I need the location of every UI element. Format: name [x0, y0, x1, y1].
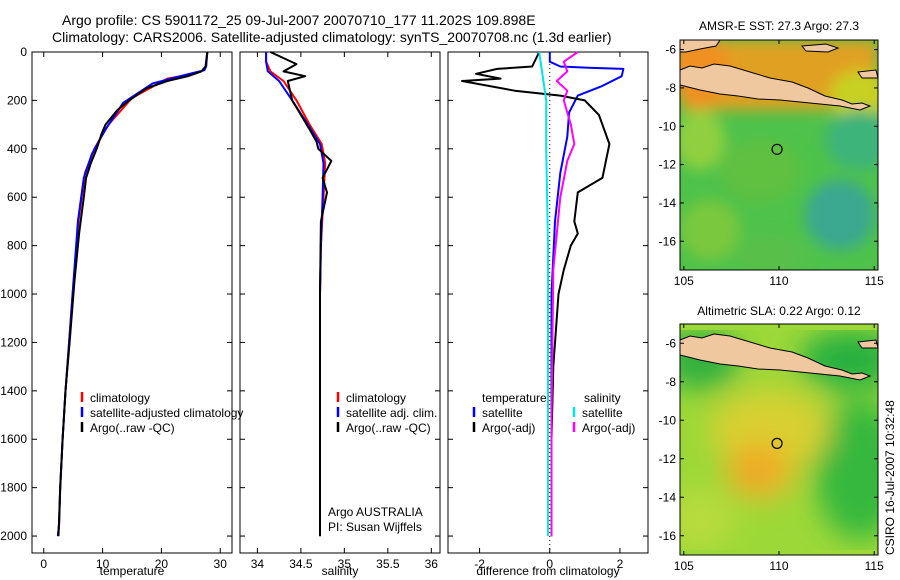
x-tick-label: 0: [40, 557, 47, 571]
y-tick-label: 1800: [0, 481, 27, 495]
series-line-satellite-adj-clim-: [265, 52, 325, 537]
y-tick-label: 800: [7, 239, 27, 253]
panel-salinity: 34 34.5 35 35.5 36 salinity climatologysatelli…: [239, 51, 441, 578]
sst-land-java: [679, 63, 872, 111]
legend-label: satellite: [482, 406, 523, 420]
y-tick-label: 1200: [0, 335, 27, 349]
panel-temperature: 0 10 20 30 0 200 400 600 800 1000 1200 1400 1600 1800…: [0, 45, 243, 578]
legend-label: climatology: [90, 391, 150, 405]
y-tick-label: 0: [20, 45, 27, 59]
x-tick-label: 0: [546, 557, 553, 571]
map-y-tick-label: -6: [665, 336, 676, 350]
series-line-temperature-argo-adj-: [461, 51, 611, 537]
x-tick-label: 10: [96, 557, 110, 571]
map-x-tick-label: 115: [865, 559, 884, 573]
series-line-temperature-satellite: [548, 52, 625, 537]
series-line-argo-raw-qc-: [57, 51, 209, 537]
sst-map-axes: 105 110 115 -6 -8 -10 -12 -14 -16: [659, 40, 884, 288]
side-timestamp: CSIRO 16-Jul-2007 10:32:48: [883, 400, 897, 555]
sst-map-title: AMSR-E SST: 27.3 Argo: 27.3: [699, 19, 859, 33]
x-tick-label: 30: [214, 557, 228, 571]
map-y-tick-label: -8: [665, 375, 676, 389]
sst-argo-location-marker: [771, 143, 783, 155]
legend-label: Argo(-adj): [482, 421, 535, 435]
series-line-satellite-adjusted-climatology: [56, 51, 209, 537]
legend-heading: salinity: [584, 391, 621, 405]
x-tick-label: 34: [251, 557, 265, 571]
map-y-tick-label: -10: [659, 413, 677, 427]
title-line-2: Climatology: CARS2006. Satellite-adjuste…: [52, 29, 612, 45]
x-tick-label: 34.5: [289, 557, 313, 571]
plot-frame: [447, 51, 649, 554]
legend-label: Argo(..raw -QC): [346, 421, 431, 435]
map-x-tick-label: 110: [769, 274, 788, 288]
map-x-tick-label: 105: [674, 559, 694, 573]
sla-map-title: Altimetric SLA: 0.22 Argo: 0.12: [697, 304, 861, 318]
map-y-tick-label: -14: [659, 196, 677, 210]
map-y-tick-label: -6: [665, 43, 676, 57]
map-y-tick-label: -16: [659, 529, 677, 543]
map-y-tick-label: -16: [659, 234, 677, 248]
title-line-1: Argo profile: CS 5901172_25 09-Jul-2007 …: [62, 12, 536, 28]
map-y-tick-label: -10: [659, 119, 677, 133]
series-line-salinity-satellite: [538, 51, 549, 537]
series-line-climatology: [56, 51, 209, 537]
sla-argo-location-marker: [771, 437, 783, 449]
legend-label: Argo(..raw -QC): [90, 421, 175, 435]
profile-charts: 0 10 20 30020040060080010001200140016001800…: [0, 45, 649, 578]
series-line-climatology: [265, 52, 327, 537]
sst-field: [680, 40, 878, 270]
y-tick-label: 200: [7, 93, 27, 107]
legend-label: climatology: [346, 391, 406, 405]
x-tick-label: 35: [338, 557, 352, 571]
series-line-salinity-argo-adj-: [550, 51, 579, 537]
annotation-text: PI: Susan Wijffels: [328, 520, 422, 534]
x-tick-label: 35.5: [376, 557, 400, 571]
y-tick-label: 600: [7, 190, 27, 204]
plot-frame: [239, 51, 441, 554]
sla-map: Altimetric SLA: 0.22 Argo: 0.12 105 110 11…: [659, 304, 884, 573]
sla-land-java: [679, 333, 872, 381]
y-tick-label: 400: [7, 142, 27, 156]
map-y-tick-label: -12: [659, 158, 677, 172]
legend-label: satellite: [582, 406, 623, 420]
x-tick-label: -2: [474, 557, 485, 571]
sla-map-axes: 105 110 115 -6 -8 -10 -12 -14 -16: [659, 324, 884, 573]
map-y-tick-label: -14: [659, 490, 677, 504]
x-axis-label: difference from climatology: [476, 564, 619, 578]
x-axis-label: temperature: [100, 564, 165, 578]
x-tick-label: 20: [155, 557, 169, 571]
series-line-argo-raw-qc-: [269, 51, 333, 537]
map-x-tick-label: 115: [865, 274, 884, 288]
legend-label: satellite-adjusted climatology: [90, 406, 243, 420]
annotation-text: Argo AUSTRALIA: [328, 505, 423, 519]
map-y-tick-label: -12: [659, 452, 677, 466]
y-tick-label: 2000: [0, 529, 27, 543]
legend-label: satellite adj. clim.: [346, 406, 437, 420]
plot-frame: [31, 51, 233, 554]
x-tick-label: 36: [425, 557, 439, 571]
map-x-tick-label: 105: [674, 274, 694, 288]
y-tick-label: 1400: [0, 384, 27, 398]
x-axis-label: salinity: [322, 564, 359, 578]
legend-heading: temperature: [482, 391, 547, 405]
x-tick-label: 2: [617, 557, 624, 571]
y-tick-label: 1000: [0, 287, 27, 301]
legend-label: Argo(-adj): [582, 421, 635, 435]
map-y-tick-label: -8: [665, 81, 676, 95]
y-tick-label: 1600: [0, 432, 27, 446]
sst-map: AMSR-E SST: 27.3 Argo: 27.3 105 110 115 -6 -…: [659, 19, 884, 288]
map-x-tick-label: 110: [769, 559, 788, 573]
